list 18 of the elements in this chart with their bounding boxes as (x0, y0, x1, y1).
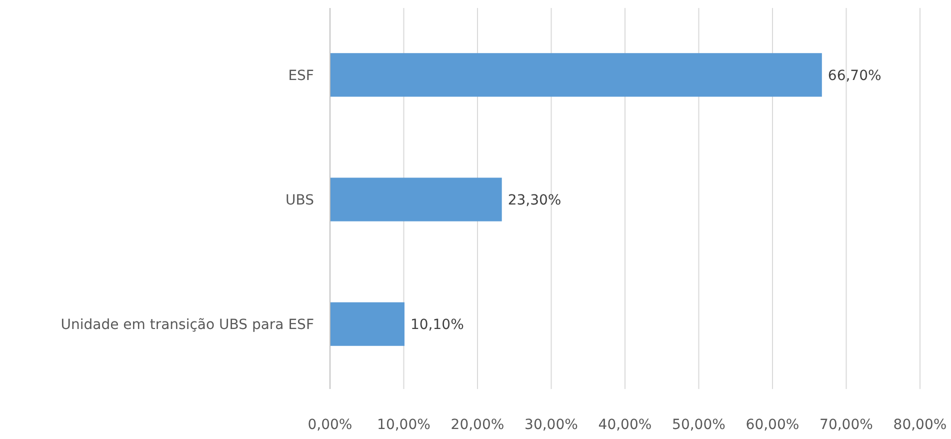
x-tick-label: 50,00% (672, 417, 726, 433)
data-label: 23,30% (508, 192, 562, 208)
x-tick-label: 10,00% (377, 417, 430, 433)
y-tick-label: UBS (286, 192, 314, 208)
data-label: 10,10% (410, 316, 464, 333)
x-tick-label: 70,00% (820, 417, 873, 433)
x-tick-label: 80,00% (893, 417, 947, 433)
x-tick-label: 40,00% (598, 417, 652, 433)
data-label: 66,70% (828, 68, 882, 84)
x-tick-label: 60,00% (746, 417, 800, 433)
y-tick-label: ESF (288, 68, 314, 84)
x-tick-label: 0,00% (308, 417, 352, 433)
x-tick-label: 30,00% (524, 417, 578, 433)
x-tick-label: 20,00% (450, 417, 504, 433)
bar (330, 302, 404, 346)
bar (330, 178, 502, 222)
bar (330, 53, 822, 97)
y-tick-label: Unidade em transição UBS para ESF (60, 316, 314, 333)
